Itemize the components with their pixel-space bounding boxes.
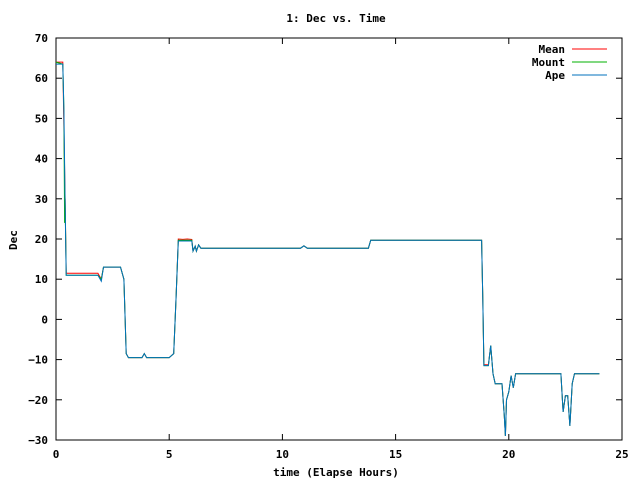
series-line-ape (56, 63, 600, 437)
y-tick-label: 20 (35, 233, 48, 246)
y-tick-label: −20 (28, 394, 48, 407)
y-tick-label: 40 (35, 153, 48, 166)
legend-label-mount: Mount (532, 56, 565, 69)
y-tick-label: −30 (28, 434, 48, 447)
y-tick-label: 0 (41, 313, 48, 326)
series-line-mean (56, 61, 600, 437)
y-tick-label: 10 (35, 273, 48, 286)
y-tick-label: 60 (35, 72, 48, 85)
x-tick-label: 10 (276, 448, 289, 461)
y-tick-label: 70 (35, 32, 48, 45)
chart-title: 1: Dec vs. Time (286, 12, 386, 25)
series-line-mount (55, 61, 600, 437)
legend-label-ape: Ape (545, 69, 565, 82)
series-lines (55, 61, 600, 437)
x-tick-label: 5 (166, 448, 173, 461)
y-tick-label: −10 (28, 354, 48, 367)
x-tick-label: 0 (53, 448, 60, 461)
x-axis-label: time (Elapse Hours) (273, 466, 399, 479)
plot-frame (55, 37, 623, 441)
x-tick-label: 15 (389, 448, 402, 461)
legend-label-mean: Mean (539, 43, 566, 56)
axis-ticks: 0 5 10 15 20 25 −30 −20 −10 0 10 20 30 40 50 60 70 (28, 32, 629, 461)
y-axis-label: Dec (7, 230, 20, 250)
x-tick-label: 20 (502, 448, 515, 461)
y-tick-label: 50 (35, 112, 48, 125)
x-tick-label: 25 (615, 448, 628, 461)
y-tick-label: 30 (35, 193, 48, 206)
